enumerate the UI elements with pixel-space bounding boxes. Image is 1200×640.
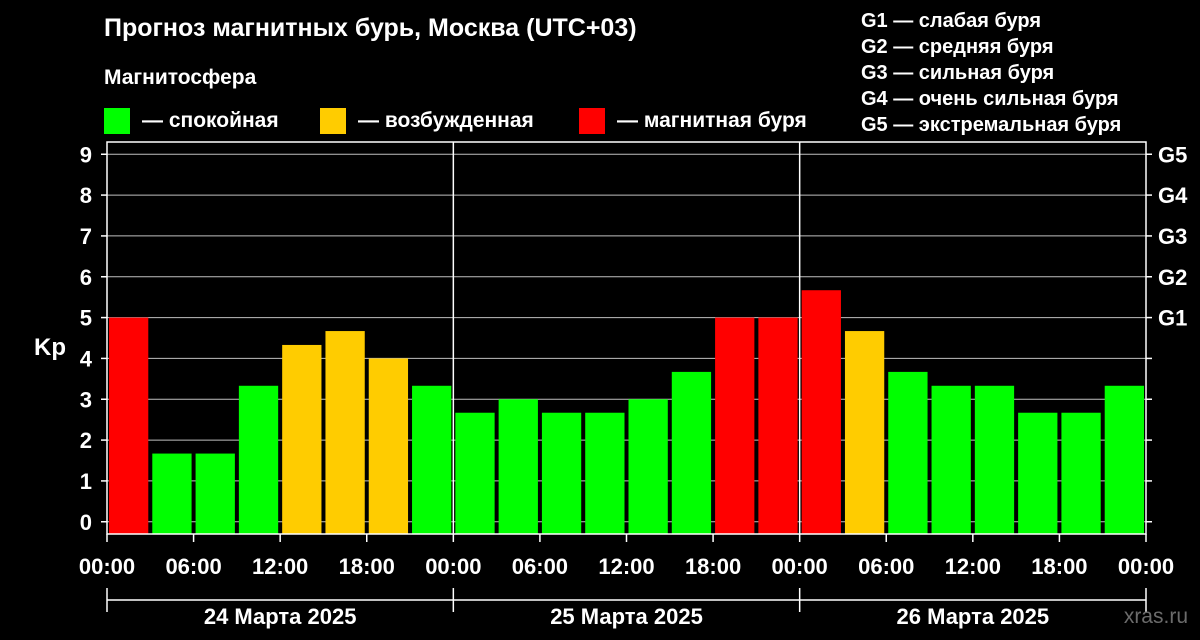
kp-bar [498, 399, 538, 534]
legend-item-quiet: — спокойная [104, 108, 279, 134]
kp-bar [152, 453, 192, 534]
kp-bar [325, 331, 365, 534]
x-tick-label: 00:00 [425, 554, 481, 579]
g-scale-item: G2 — средняя буря [861, 36, 1054, 58]
kp-bar [195, 453, 235, 534]
kp-bar [1104, 385, 1144, 534]
g-scale-item: G5 — экстремальная буря [861, 114, 1122, 136]
x-tick-label: 18:00 [685, 554, 741, 579]
kp-bar [801, 290, 841, 534]
g-scale-item: G3 — сильная буря [861, 62, 1055, 84]
chart-title: Прогноз магнитных бурь, Москва (UTC+03) [104, 14, 637, 42]
y-axis-label: Kp [34, 334, 66, 361]
legend-label-quiet: — спокойная [142, 109, 279, 132]
kp-bar [412, 385, 452, 534]
legend-subtitle: Магнитосфера [104, 66, 257, 89]
kp-bar [974, 385, 1015, 534]
day-label: 24 Марта 2025 [204, 604, 357, 629]
x-tick-label: 06:00 [858, 554, 914, 579]
kp-bar [931, 385, 971, 534]
y-tick-label: 3 [80, 387, 92, 412]
g-level-label: G1 [1158, 306, 1187, 331]
x-tick-label: 12:00 [252, 554, 308, 579]
x-tick-label: 00:00 [1118, 554, 1174, 579]
g-scale-list: G1 — слабая буря G2 — средняя буря G3 — … [861, 8, 1121, 138]
g-level-label: G3 [1158, 224, 1187, 249]
g-level-label: G2 [1158, 265, 1187, 290]
kp-bar [671, 371, 712, 534]
kp-bar [541, 412, 582, 534]
kp-bar [282, 344, 322, 534]
kp-bar [585, 412, 625, 534]
kp-bar [455, 412, 495, 534]
g-level-label: G5 [1158, 142, 1187, 167]
y-tick-label: 4 [80, 346, 93, 371]
x-tick-label: 18:00 [1031, 554, 1087, 579]
kp-bar [1061, 412, 1101, 534]
day-label: 26 Марта 2025 [897, 604, 1050, 629]
watermark: xras.ru [1123, 605, 1188, 628]
legend-label-storm: — магнитная буря [617, 109, 807, 132]
y-tick-label: 1 [80, 469, 92, 494]
legend-swatch-quiet [104, 108, 130, 134]
g-scale-item: G4 — очень сильная буря [861, 88, 1119, 110]
y-tick-label: 5 [80, 306, 92, 331]
y-tick-label: 8 [80, 183, 92, 208]
x-tick-label: 00:00 [79, 554, 135, 579]
y-tick-label: 2 [80, 428, 92, 453]
legend-swatch-active [320, 108, 346, 134]
legend-swatch-storm [579, 108, 605, 134]
kp-bar [109, 317, 149, 534]
x-tick-label: 18:00 [339, 554, 395, 579]
kp-bar [238, 385, 279, 534]
kp-bar [368, 358, 409, 534]
legend-label-active: — возбужденная [358, 109, 534, 132]
y-tick-label: 6 [80, 265, 92, 290]
kp-bar [628, 399, 668, 534]
x-tick-label: 12:00 [945, 554, 1001, 579]
kp-bar [888, 371, 928, 534]
g-level-label: G4 [1158, 183, 1188, 208]
g-scale-item: G1 — слабая буря [861, 10, 1042, 32]
y-tick-label: 9 [80, 142, 92, 167]
kp-bar [715, 317, 755, 534]
legend-item-storm: — магнитная буря [579, 108, 807, 134]
kp-bar [1018, 412, 1058, 534]
legend-item-active: — возбужденная [320, 108, 534, 134]
day-label: 25 Марта 2025 [550, 604, 703, 629]
y-tick-label: 0 [80, 510, 92, 535]
x-tick-label: 06:00 [512, 554, 568, 579]
x-tick-label: 06:00 [165, 554, 221, 579]
x-tick-label: 00:00 [772, 554, 828, 579]
y-tick-label: 7 [80, 224, 92, 249]
x-tick-label: 12:00 [598, 554, 654, 579]
kp-bar [844, 331, 885, 534]
kp-bar [758, 317, 798, 534]
